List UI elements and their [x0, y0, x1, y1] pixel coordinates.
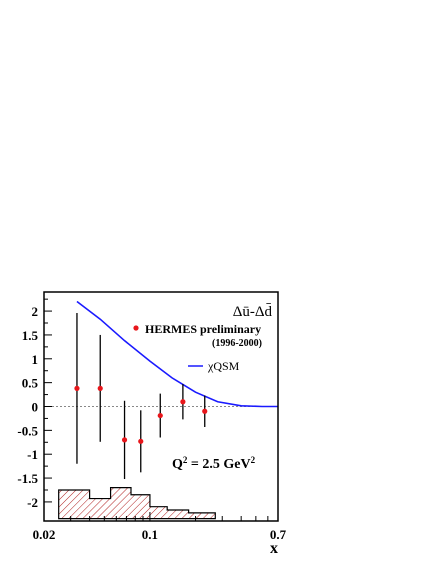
legend-qsm-label: χQSM [207, 359, 240, 373]
systematic-band [58, 487, 216, 520]
data-point [97, 385, 103, 391]
plot-layer [44, 300, 278, 520]
legend-hermes-label: HERMES preliminary [145, 322, 261, 336]
y-tick-label: -1.5 [17, 471, 38, 486]
x-tick-label: 0.7 [270, 527, 287, 542]
chart-title: Δū-Δd̄ [233, 304, 273, 320]
y-tick-label: 1 [32, 352, 39, 367]
y-tick-label: 1.5 [22, 328, 39, 343]
data-point [121, 437, 128, 443]
data-point [138, 438, 144, 444]
y-tick-label: 0 [32, 400, 39, 415]
legend-hermes-years: (1996-2000) [212, 338, 262, 349]
data-point [202, 408, 208, 414]
x-axis-label: x [270, 540, 278, 557]
legend: HERMES preliminary (1996-2000) χQSM [133, 322, 262, 373]
y-tick-label: 2 [32, 304, 39, 319]
x-tick-label: 0.1 [142, 527, 158, 542]
data-point [180, 399, 186, 405]
y-tick-label: -2 [27, 495, 38, 510]
x-tick-label: 0.02 [33, 527, 56, 542]
data-point [157, 412, 163, 419]
y-tick-label: -0.5 [17, 423, 38, 438]
data-point [74, 385, 80, 391]
q2-annotation: Q2 = 2.5 GeV2 [172, 455, 256, 472]
legend-hermes-marker [133, 325, 139, 331]
qsm-curve [76, 300, 278, 408]
y-tick-label: 0.5 [22, 376, 39, 391]
y-tick-label: -1 [27, 447, 38, 462]
axes-layer: -2 -1.5 -1 -0.5 0 0.5 1 1.5 2 0.02 0.1 0.7 [17, 298, 287, 542]
